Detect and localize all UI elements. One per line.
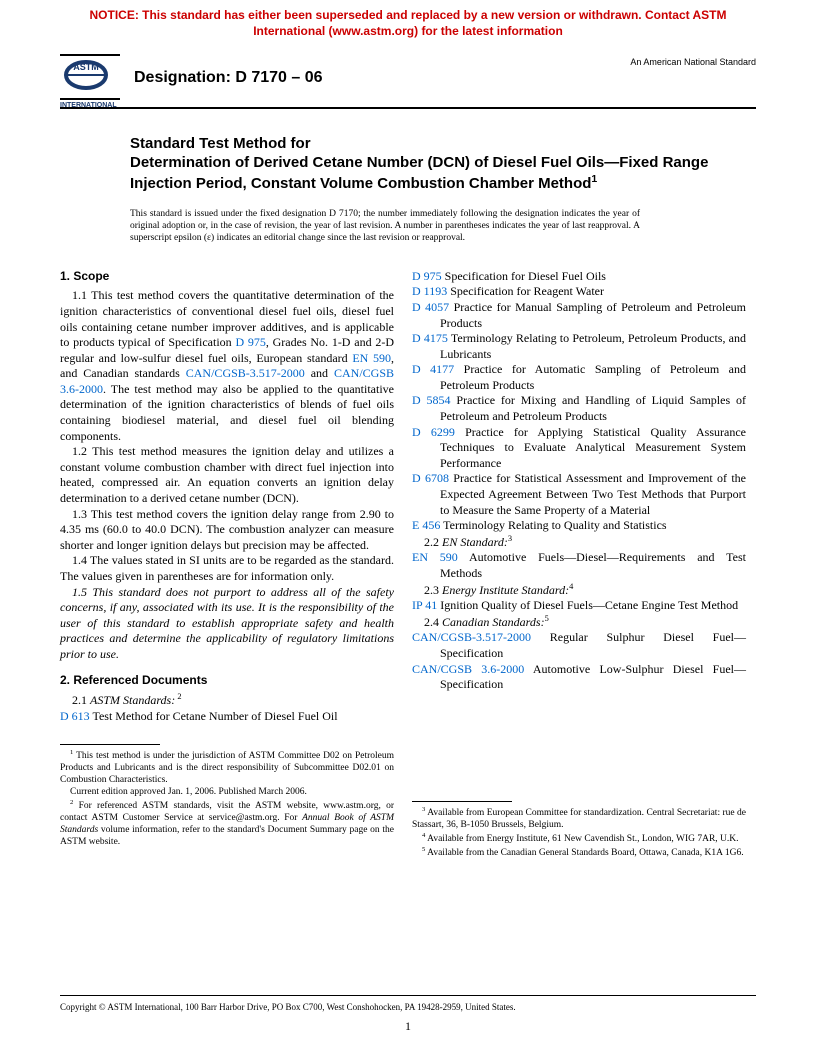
scope-heading: 1. Scope: [60, 269, 394, 285]
ref-e456: E 456 Terminology Relating to Quality an…: [412, 518, 746, 534]
column-right: D 975 Specification for Diesel Fuel Oils…: [412, 269, 746, 860]
svg-text:INTERNATIONAL: INTERNATIONAL: [60, 102, 117, 107]
t: Specification for Diesel Fuel Oils: [442, 269, 606, 283]
ref-d4057: D 4057 Practice for Manual Sampling of P…: [412, 300, 746, 331]
para-1.1: 1.1 This test method covers the quantita…: [60, 288, 394, 444]
t: 2.3: [424, 583, 442, 597]
link-d975[interactable]: D 975: [235, 335, 265, 349]
ref-d4177: D 4177 Practice for Automatic Sampling o…: [412, 362, 746, 393]
title-main-text: Determination of Derived Cetane Number (…: [130, 154, 708, 192]
can-standards-label: Canadian Standards:: [442, 615, 545, 629]
t: Available from European Committee for st…: [412, 808, 746, 830]
astm-standards-label: ASTM Standards:: [90, 693, 175, 707]
link-d4057[interactable]: D 4057: [412, 300, 449, 314]
ans-label: An American National Standard: [630, 57, 756, 67]
copyright-line: Copyright © ASTM International, 100 Barr…: [60, 995, 756, 1012]
title-prefix: Standard Test Method for: [130, 135, 756, 152]
t: Automotive Fuels—Diesel—Requirements and…: [440, 550, 746, 580]
t: Specification for Reagent Water: [447, 284, 604, 298]
t: 2.1: [72, 693, 90, 707]
link-e456[interactable]: E 456: [412, 518, 440, 532]
t: Available from Energy Institute, 61 New …: [425, 834, 738, 844]
ref-d975: D 975 Specification for Diesel Fuel Oils: [412, 269, 746, 285]
fn-ref-5: 5: [545, 614, 549, 623]
t: . The test method may also be applied to…: [60, 382, 394, 443]
para-1.3: 1.3 This test method covers the ignition…: [60, 507, 394, 554]
footnote-4: 4 Available from Energy Institute, 61 Ne…: [412, 832, 746, 846]
link-d613[interactable]: D 613: [60, 709, 90, 723]
ref-ip41: IP 41 Ignition Quality of Diesel Fuels—C…: [412, 598, 746, 614]
para-1.4: 1.4 The values stated in SI units are to…: [60, 553, 394, 584]
para-1.5: 1.5 This standard does not purport to ad…: [60, 585, 394, 663]
issuance-note: This standard is issued under the fixed …: [0, 194, 700, 245]
link-en590[interactable]: EN 590: [352, 351, 391, 365]
t: Practice for Automatic Sampling of Petro…: [440, 362, 746, 392]
t: Ignition Quality of Diesel Fuels—Cetane …: [437, 598, 738, 612]
footnote-rule-right: [412, 801, 512, 802]
t: and: [305, 366, 334, 380]
t: Test Method for Cetane Number of Diesel …: [90, 709, 338, 723]
svg-text:ASTM: ASTM: [73, 62, 99, 72]
t: Practice for Mixing and Handling of Liqu…: [440, 393, 746, 423]
fn-ref-4: 4: [569, 582, 573, 591]
sub-2.2: 2.2 EN Standard:3: [412, 534, 746, 551]
t: Terminology Relating to Quality and Stat…: [440, 518, 666, 532]
link-d6299[interactable]: D 6299: [412, 425, 455, 439]
ref-d4175: D 4175 Terminology Relating to Petroleum…: [412, 331, 746, 362]
sub-2.4: 2.4 Canadian Standards:5: [412, 614, 746, 631]
designation: Designation: D 7170 – 06: [134, 69, 323, 87]
link-can-3517[interactable]: CAN/CGSB-3.517-2000: [186, 366, 305, 380]
t: Available from the Canadian General Stan…: [425, 848, 743, 858]
header-row: ASTM INTERNATIONAL Designation: D 7170 –…: [0, 43, 816, 107]
title-block: Standard Test Method for Determination o…: [0, 109, 816, 194]
ref-can1: CAN/CGSB-3.517-2000 Regular Sulphur Dies…: [412, 630, 746, 661]
t: This test method is under the jurisdicti…: [60, 752, 394, 786]
refdocs-heading: 2. Referenced Documents: [60, 673, 394, 689]
body-columns: 1. Scope 1.1 This test method covers the…: [0, 245, 816, 860]
ei-standard-label: Energy Institute Standard:: [442, 583, 569, 597]
footnote-rule-left: [60, 744, 160, 745]
astm-logo: ASTM INTERNATIONAL: [60, 53, 120, 107]
link-ip41[interactable]: IP 41: [412, 598, 437, 612]
ref-d6708: D 6708 Practice for Statistical Assessme…: [412, 471, 746, 518]
link-d4175[interactable]: D 4175: [412, 331, 448, 345]
column-left: 1. Scope 1.1 This test method covers the…: [60, 269, 394, 860]
t: Terminology Relating to Petroleum, Petro…: [440, 331, 746, 361]
link-d975b[interactable]: D 975: [412, 269, 442, 283]
ref-d6299: D 6299 Practice for Applying Statistical…: [412, 425, 746, 472]
sub-2.1: 2.1 ASTM Standards: 2: [60, 692, 394, 709]
ref-can2: CAN/CGSB 3.6-2000 Automotive Low-Sulphur…: [412, 662, 746, 693]
link-d1193[interactable]: D 1193: [412, 284, 447, 298]
fn-ref-3: 3: [508, 534, 512, 543]
title-main: Determination of Derived Cetane Number (…: [130, 154, 756, 194]
link-d5854[interactable]: D 5854: [412, 393, 451, 407]
link-d6708[interactable]: D 6708: [412, 471, 449, 485]
en-standard-label: EN Standard:: [442, 535, 508, 549]
ref-en590: EN 590 Automotive Fuels—Diesel—Requireme…: [412, 550, 746, 581]
page-number: 1: [0, 1019, 816, 1034]
t: 2.4: [424, 615, 442, 629]
ref-d5854: D 5854 Practice for Mixing and Handling …: [412, 393, 746, 424]
footnote-3: 3 Available from European Committee for …: [412, 806, 746, 832]
ref-d613: D 613 Test Method for Cetane Number of D…: [60, 709, 394, 725]
para-1.2: 1.2 This test method measures the igniti…: [60, 444, 394, 506]
t: Practice for Manual Sampling of Petroleu…: [440, 300, 746, 330]
t: 2.2: [424, 535, 442, 549]
link-en590b[interactable]: EN 590: [412, 550, 458, 564]
sub-2.3: 2.3 Energy Institute Standard:4: [412, 582, 746, 599]
title-footnote-ref: 1: [591, 173, 597, 185]
t: volume information, refer to the standar…: [60, 825, 394, 847]
ref-d1193: D 1193 Specification for Reagent Water: [412, 284, 746, 300]
footnote-2: 2 For referenced ASTM standards, visit t…: [60, 799, 394, 849]
fn-ref-2: 2: [175, 692, 181, 701]
footnote-1: 1 This test method is under the jurisdic…: [60, 749, 394, 787]
footnote-1b: Current edition approved Jan. 1, 2006. P…: [60, 787, 394, 799]
notice-banner: NOTICE: This standard has either been su…: [0, 0, 816, 43]
link-can2[interactable]: CAN/CGSB 3.6-2000: [412, 662, 524, 676]
t: Practice for Applying Statistical Qualit…: [440, 425, 746, 470]
link-can1[interactable]: CAN/CGSB-3.517-2000: [412, 630, 531, 644]
t: Practice for Statistical Assessment and …: [440, 471, 746, 516]
link-d4177[interactable]: D 4177: [412, 362, 454, 376]
footnote-5: 5 Available from the Canadian General St…: [412, 846, 746, 860]
